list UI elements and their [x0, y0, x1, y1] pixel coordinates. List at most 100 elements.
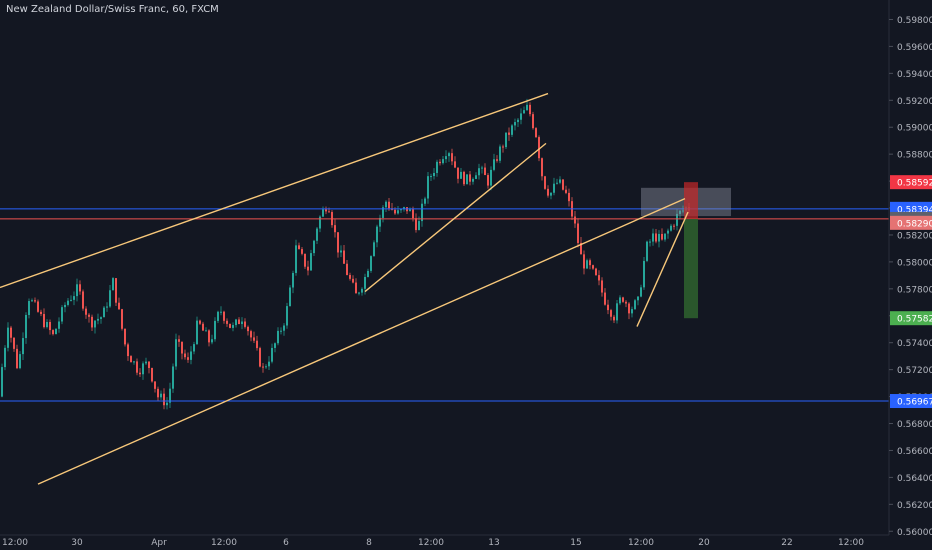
candle-body	[313, 240, 315, 254]
candle-body	[70, 299, 72, 301]
candle-body	[415, 218, 417, 231]
candle-body	[343, 250, 345, 264]
price-tag-label: 0.58592	[897, 179, 932, 189]
candle-body	[283, 325, 285, 331]
trendline	[37, 197, 686, 485]
candle-body	[34, 300, 36, 302]
candle-body	[151, 367, 153, 382]
candle-body	[430, 176, 432, 178]
candle-body	[259, 348, 261, 367]
candle-body	[337, 232, 339, 253]
candle-body	[676, 213, 678, 226]
candle-body	[208, 330, 210, 343]
price-tag-label: 0.58394	[897, 205, 932, 215]
price-tick-label: 0.58800	[897, 151, 932, 161]
candle-body	[94, 320, 96, 328]
price-tag-bg	[890, 215, 932, 230]
candle-body	[55, 328, 57, 335]
candle-body	[247, 326, 249, 332]
candle-body	[532, 114, 534, 129]
trendline	[364, 142, 547, 293]
candle-body	[172, 366, 174, 389]
candle-body	[481, 167, 483, 169]
candle-body	[496, 159, 498, 161]
candle-body	[517, 119, 519, 123]
candle-body	[367, 270, 369, 277]
candle-body	[553, 183, 555, 193]
price-tag-bg	[890, 394, 932, 409]
time-tick-label: 8	[366, 538, 372, 548]
candle-body	[538, 137, 540, 159]
time-tick-label: 30	[71, 538, 83, 548]
trendlines-layer	[0, 92, 689, 485]
candle-body	[10, 327, 12, 338]
candle-body	[85, 308, 87, 315]
candle-body	[373, 242, 375, 257]
candle-body	[307, 266, 309, 271]
price-axis[interactable]: 0.59800 0.59600 0.59400 0.59200 0.59000 0.588…	[888, 0, 932, 550]
candle-body	[76, 284, 78, 297]
price-tick-label: 0.59800	[897, 16, 932, 26]
candle-body	[610, 310, 612, 317]
candle-body	[637, 296, 639, 301]
candle-body	[439, 161, 441, 164]
candle-body	[427, 176, 429, 199]
candle-body	[646, 241, 648, 261]
candle-body	[382, 207, 384, 218]
candle-body	[106, 306, 108, 308]
candle-body	[223, 311, 225, 321]
candle-body	[526, 104, 528, 111]
price-tick-label: 0.57400	[897, 339, 932, 349]
candle-body	[304, 253, 306, 267]
price-tick-label: 0.56200	[897, 501, 932, 511]
candle-body	[61, 307, 63, 322]
time-tick-label: 12:00	[838, 538, 864, 548]
candle-body	[235, 319, 237, 326]
candle-body	[310, 253, 312, 271]
candle-body	[139, 372, 141, 375]
candle-body	[100, 317, 102, 319]
price-tick-label: 0.57800	[897, 285, 932, 295]
price-tick-label: 0.58200	[897, 231, 932, 241]
candle-body	[361, 288, 363, 293]
candle-body	[436, 161, 438, 173]
candle-body	[595, 268, 597, 276]
candle-body	[133, 361, 135, 363]
price-tick-label: 0.59600	[897, 43, 932, 53]
candle-body	[67, 300, 69, 305]
candle-body	[322, 209, 324, 217]
candle-body	[187, 357, 189, 360]
candle-body	[550, 192, 552, 196]
candle-body	[22, 338, 24, 355]
candle-body	[622, 297, 624, 302]
candle-body	[433, 172, 435, 177]
price-tag-label: 0.56967	[897, 398, 932, 408]
candle-body	[154, 381, 156, 389]
candle-body	[43, 314, 45, 328]
time-axis[interactable]: 12:00 30 Apr 12:00 6 8 12:00 13 15 12:00 20 22 12:00	[0, 534, 932, 550]
price-tick-label: 0.56600	[897, 447, 932, 457]
candle-body	[355, 282, 357, 294]
candle-body	[346, 263, 348, 275]
candle-body	[484, 167, 486, 176]
candle-body	[454, 161, 456, 168]
candle-body	[196, 320, 198, 345]
candle-body	[589, 260, 591, 266]
candle-body	[157, 388, 159, 398]
candle-body	[271, 347, 273, 362]
candle-body	[586, 260, 588, 269]
candle-body	[232, 325, 234, 328]
candle-body	[112, 278, 114, 291]
candle-body	[64, 304, 66, 308]
candle-body	[202, 323, 204, 331]
candle-body	[163, 393, 165, 406]
candle-body	[169, 388, 171, 403]
candle-body	[493, 159, 495, 170]
price-tick-label: 0.56400	[897, 474, 932, 484]
candle-body	[52, 330, 54, 335]
candle-body	[403, 207, 405, 210]
candle-body	[661, 233, 663, 240]
candle-body	[289, 287, 291, 307]
candle-body	[607, 304, 609, 311]
